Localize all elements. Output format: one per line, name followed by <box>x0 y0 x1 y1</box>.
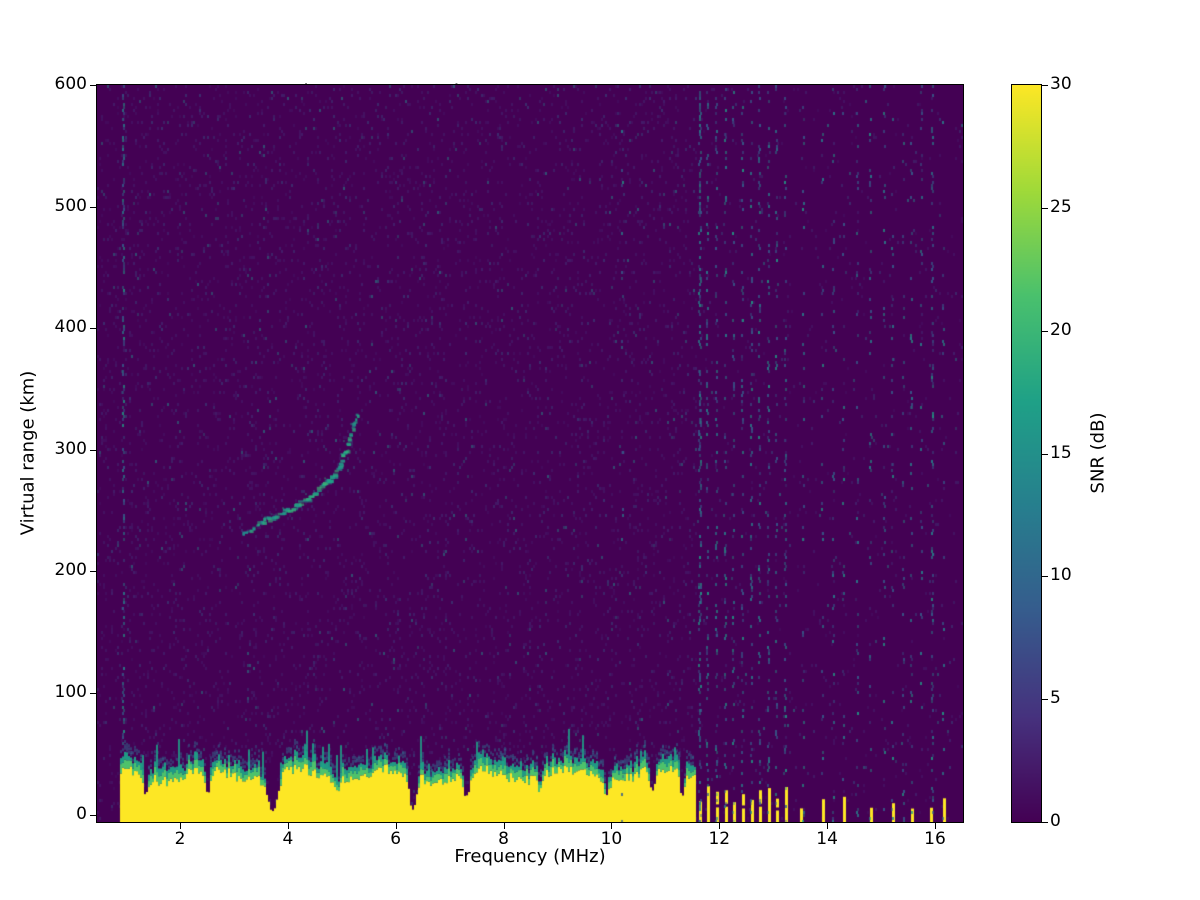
x-tick-label: 14 <box>816 829 838 849</box>
x-tick-mark <box>503 823 505 829</box>
colorbar-tick-mark <box>1042 576 1048 578</box>
x-tick-mark <box>395 823 397 829</box>
colorbar-tick-mark <box>1042 453 1048 455</box>
y-tick-mark <box>90 449 96 451</box>
colorbar-label: SNR (dB) <box>1087 412 1109 494</box>
colorbar-tick-mark <box>1042 699 1048 701</box>
y-tick-mark <box>90 814 96 816</box>
colorbar-tick-label: 20 <box>1050 319 1072 340</box>
x-tick-mark <box>719 823 721 829</box>
colorbar-tick-mark <box>1042 822 1048 823</box>
x-axis-label: Frequency (MHz) <box>454 846 606 867</box>
y-tick-label: 100 <box>54 682 87 703</box>
y-tick-label: 400 <box>54 317 87 338</box>
colorbar-tick-label: 15 <box>1050 442 1072 463</box>
x-tick-mark <box>611 823 613 829</box>
ionogram-heatmap-canvas <box>97 85 963 822</box>
x-tick-mark <box>934 823 936 829</box>
colorbar-tick-mark <box>1042 207 1048 209</box>
x-tick-label: 16 <box>924 829 946 849</box>
x-tick-label: 10 <box>600 829 623 849</box>
x-tick-label: 8 <box>498 829 509 849</box>
colorbar-tick-label: 30 <box>1050 74 1072 94</box>
y-tick-label: 0 <box>76 803 87 824</box>
y-tick-mark <box>90 693 96 695</box>
y-tick-mark <box>90 571 96 573</box>
x-tick-mark <box>287 823 289 829</box>
x-tick-label: 2 <box>174 829 186 849</box>
x-tick-label: 12 <box>708 829 731 849</box>
x-tick-label: 6 <box>390 829 402 849</box>
y-tick-label: 200 <box>54 560 87 581</box>
colorbar-tick-mark <box>1042 85 1048 86</box>
colorbar-tick-label: 0 <box>1050 811 1061 831</box>
colorbar-canvas <box>1012 85 1041 822</box>
colorbar-tick-label: 25 <box>1050 196 1072 217</box>
colorbar-tick-label: 5 <box>1050 688 1061 709</box>
colorbar-tick-label: 10 <box>1050 565 1072 586</box>
y-tick-mark <box>90 85 96 86</box>
y-tick-mark <box>90 328 96 330</box>
y-tick-mark <box>90 206 96 208</box>
plot-area <box>96 84 964 823</box>
x-tick-label: 4 <box>282 829 294 849</box>
x-tick-mark <box>180 823 182 829</box>
colorbar <box>1011 84 1042 823</box>
y-tick-label: 300 <box>54 438 87 459</box>
x-tick-mark <box>827 823 829 829</box>
y-tick-label: 600 <box>54 74 87 94</box>
y-tick-label: 500 <box>54 195 87 216</box>
colorbar-tick-mark <box>1042 330 1048 332</box>
